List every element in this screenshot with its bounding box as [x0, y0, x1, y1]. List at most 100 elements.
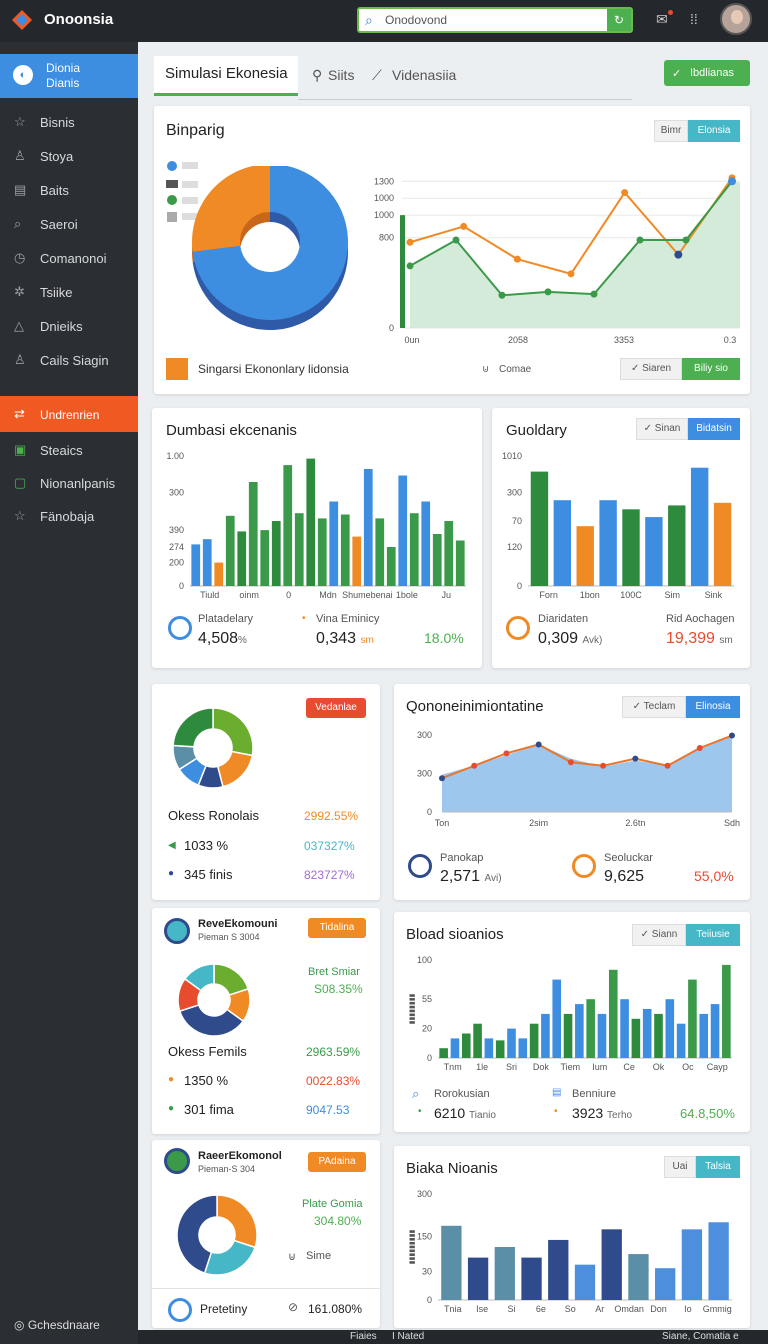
tab-simulasi[interactable]: Simulasi Ekonesia — [154, 56, 298, 96]
status-pill[interactable]: PAdaina — [308, 1152, 366, 1172]
sidebar-item-6[interactable]: △ Dnieiks — [0, 310, 138, 342]
x-tick-label: Ju — [442, 590, 452, 600]
footer-segmented[interactable]: ✓ Siaren Biliy sio — [620, 358, 740, 380]
status-bar: Fiaies I Nated Siane, Comatia e — [138, 1330, 768, 1344]
flag-icon: ◀ — [168, 840, 176, 851]
center-label: Sime — [306, 1250, 332, 1262]
stat-value: 2,571 Avi) — [440, 868, 502, 886]
x-tick-label: Tnm — [444, 1062, 462, 1072]
segmented-control[interactable]: ✓ Siann Teiiusie — [632, 924, 740, 946]
search-box[interactable]: ⌕ ↻ — [357, 7, 633, 33]
axis-marker — [400, 215, 405, 328]
seg-option-a[interactable]: Uai — [664, 1156, 696, 1178]
status-right: Siane, Comatia e — [662, 1331, 739, 1342]
bar — [455, 540, 465, 586]
summary-label: Okess Femils — [168, 1044, 247, 1059]
side-label: Bret Smiar — [308, 966, 360, 978]
user-avatar[interactable] — [720, 3, 752, 35]
footer-value: 161.080% — [308, 1302, 363, 1316]
search-input[interactable] — [385, 11, 605, 29]
bar — [473, 1023, 482, 1058]
bar — [622, 509, 640, 586]
seg-option-a[interactable]: Bimr — [654, 120, 688, 142]
brand-name: ReveEkomouni — [198, 918, 278, 930]
search-go-button[interactable]: ↻ — [607, 9, 631, 31]
x-tick-label: 6e — [536, 1304, 546, 1314]
pie-slice — [212, 707, 254, 757]
brand-name: RaeerEkomonol — [198, 1150, 282, 1162]
x-tick-label: 0 — [286, 590, 291, 600]
bar — [214, 562, 224, 586]
bar — [576, 526, 594, 586]
stat-label: Seoluckar — [604, 852, 653, 864]
seg-option-b[interactable]: Elinosia — [686, 696, 740, 718]
sidebar-footer[interactable]: ◎ Gchesdnaare — [14, 1318, 100, 1332]
seg-option-a[interactable]: ✓ Sinan — [636, 418, 688, 440]
tab-divider — [298, 99, 632, 100]
clock-icon: ◷ — [14, 250, 26, 265]
row-percent: 037327% — [304, 839, 355, 853]
bar — [586, 999, 595, 1058]
button-label: Ibdlianas — [690, 67, 735, 79]
apps-grid-icon[interactable]: ⁞⁞ — [690, 11, 698, 27]
primary-action-button[interactable]: ✓ Ibdlianas — [664, 60, 750, 86]
sidebar-item-label: Dnieiks — [40, 319, 83, 334]
x-tick-label: Tnia — [444, 1304, 462, 1314]
seg-option-b[interactable]: Talsia — [696, 1156, 740, 1178]
status-pill[interactable]: Vedanlae — [306, 698, 366, 718]
x-tick-label: Ar — [595, 1304, 604, 1314]
footer-seg-a[interactable]: ✓ Siaren — [620, 358, 682, 380]
sidebar-item-0[interactable]: ☆ Bisnis — [0, 106, 138, 138]
card-title: Bload sioanios — [406, 926, 504, 943]
status-pill[interactable]: Tidalina — [308, 918, 366, 938]
data-point — [406, 262, 414, 270]
side-value: 304.80% — [314, 1214, 362, 1228]
search-icon: ⌕ — [14, 216, 22, 231]
sidebar-item-label: Cails Siagin — [40, 353, 109, 368]
seg-option-b[interactable]: Bidatsin — [688, 418, 740, 440]
data-point — [460, 222, 468, 230]
sidebar-item-5[interactable]: ✲ Tsiike — [0, 276, 138, 308]
sidebar-item-lower-2[interactable]: ☆ Fänobaja — [0, 500, 138, 532]
sidebar-item-2[interactable]: ▤ Baits — [0, 174, 138, 206]
segmented-control[interactable]: ✓ Sinan Bidatsin — [636, 418, 740, 440]
notification-icon[interactable]: ✉ — [656, 11, 668, 27]
donut-chart — [192, 166, 348, 330]
y-tick-label: 300 — [417, 730, 432, 740]
sidebar-item-active[interactable]: ◐ Dionia Dianis — [0, 54, 138, 98]
footer-seg-b[interactable]: Biliy sio — [682, 358, 740, 380]
app-logo-icon[interactable] — [10, 8, 34, 32]
sidebar-item-lower-1[interactable]: ▢ Nionanlpanis — [0, 467, 138, 499]
tab-label: Simulasi Ekonesia — [165, 65, 288, 82]
seg-option-b[interactable]: Teiiusie — [686, 924, 740, 946]
stat-value: 4,508% — [198, 630, 247, 648]
bar — [699, 1013, 709, 1058]
segmented-control[interactable]: Uai Talsia — [664, 1156, 740, 1178]
seg-option-b[interactable]: Elonsia — [688, 120, 740, 142]
bar — [306, 458, 316, 586]
legend-bar — [182, 197, 198, 204]
y-tick-label: 55 — [422, 994, 432, 1004]
sidebar: ◐ Dionia Dianis ☆ Bisnis ♙ Stoya ▤ Baits ⌕ S… — [0, 42, 138, 1344]
seg-option-a[interactable]: ✓ Siann — [632, 924, 686, 946]
stat-number: 6210 — [434, 1105, 466, 1121]
sidebar-item-lower-0[interactable]: ▣ Steaics — [0, 434, 138, 466]
x-tick-label: Sri — [506, 1062, 517, 1072]
x-tick-label: 1bole — [396, 590, 418, 600]
data-point — [513, 255, 521, 263]
square-icon: ▢ — [14, 475, 27, 490]
sidebar-item-orange[interactable]: ⇄ Undrenrien — [0, 396, 138, 432]
stat-label: Benniure — [572, 1088, 617, 1100]
bar — [494, 1247, 515, 1300]
bar — [599, 500, 617, 586]
sidebar-item-4[interactable]: ◷ Comanonoi — [0, 242, 138, 274]
stat-number: 19,399 — [666, 630, 715, 647]
seg-option-a[interactable]: ✓ Teclam — [622, 696, 686, 718]
segmented-control[interactable]: ✓ Teclam Elinosia — [622, 696, 740, 718]
sidebar-item-7[interactable]: ♙ Cails Siagin — [0, 344, 138, 376]
sidebar-item-label: Stoya — [40, 149, 74, 164]
segmented-control[interactable]: Bimr Elonsia — [654, 120, 740, 142]
sidebar-item-1[interactable]: ♙ Stoya — [0, 140, 138, 172]
bar — [548, 1239, 569, 1300]
sidebar-item-3[interactable]: ⌕ Saeroi — [0, 208, 138, 240]
